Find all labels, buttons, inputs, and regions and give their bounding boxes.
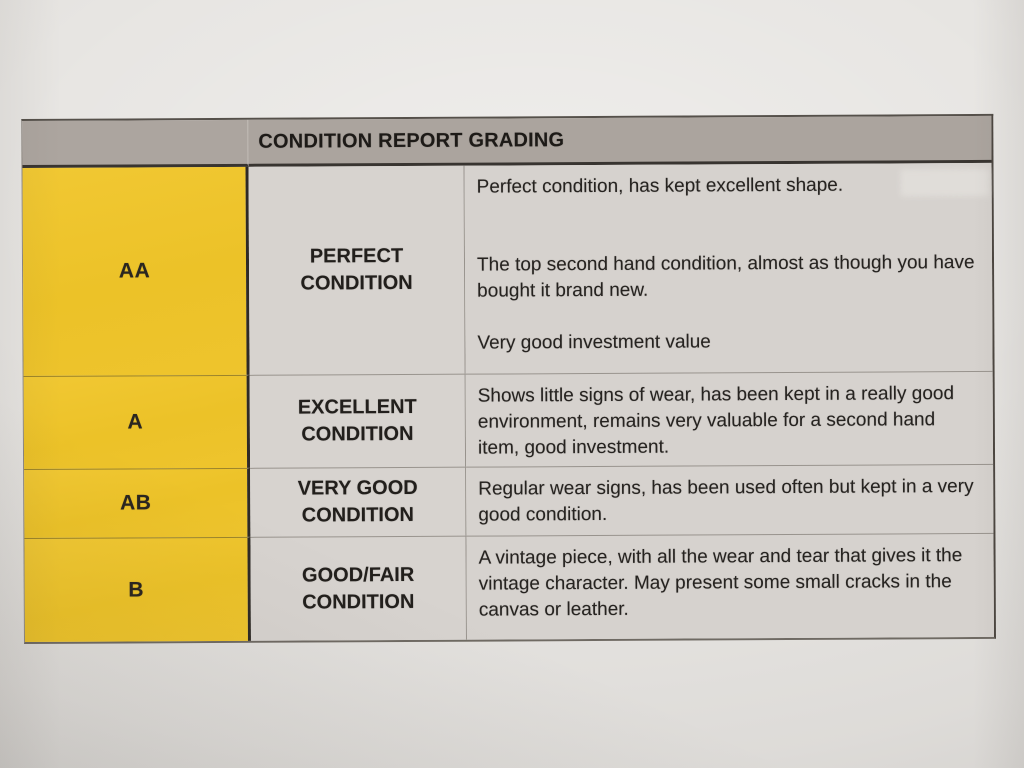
grade-cell-a: A xyxy=(23,374,251,469)
condition-name-line: CONDITION xyxy=(301,422,414,446)
description-paragraph: Shows little signs of wear, has been kep… xyxy=(477,383,955,459)
description-paragraph: Very good investment value xyxy=(477,331,711,354)
description-cell-b: A vintage piece, with all the wear and t… xyxy=(466,532,994,640)
description-paragraph: Regular wear signs, has been used often … xyxy=(478,476,974,526)
condition-cell-b: GOOD/FAIR CONDITION xyxy=(250,535,467,641)
condition-cell-a: EXCELLENT CONDITION xyxy=(249,373,467,468)
description-cell-aa: Perfect condition, has kept excellent sh… xyxy=(464,162,993,374)
description-paragraph: The top second hand condition, almost as… xyxy=(476,252,975,302)
condition-name-line: EXCELLENT xyxy=(297,395,417,419)
grade-label: AB xyxy=(120,491,152,515)
description-cell-a: Shows little signs of wear, has been kep… xyxy=(465,370,994,467)
condition-name-line: CONDITION xyxy=(301,503,414,527)
condition-name-line: GOOD/FAIR xyxy=(301,563,415,587)
grade-label: AA xyxy=(118,259,151,283)
table-title: CONDITION REPORT GRADING xyxy=(258,128,565,153)
condition-name-line: CONDITION xyxy=(302,590,415,614)
grade-label: B xyxy=(128,577,145,601)
condition-name-line: VERY GOOD xyxy=(297,476,418,500)
description-cell-ab: Regular wear signs, has been used often … xyxy=(466,463,994,536)
condition-name-line: PERFECT xyxy=(309,245,404,268)
condition-cell-aa: PERFECT CONDITION xyxy=(248,165,466,375)
grade-cell-ab: AB xyxy=(24,467,251,538)
header-blank-cell xyxy=(22,119,249,169)
table-header: CONDITION REPORT GRADING xyxy=(248,115,992,167)
condition-grading-table: CONDITION REPORT GRADING AA PERFECT COND… xyxy=(21,113,996,644)
description-paragraph: Perfect condition, has kept excellent sh… xyxy=(476,174,844,198)
grade-cell-aa: AA xyxy=(22,166,250,376)
condition-name-line: CONDITION xyxy=(300,271,413,295)
grade-label: A xyxy=(127,410,144,434)
grade-cell-b: B xyxy=(24,536,251,642)
condition-cell-ab: VERY GOOD CONDITION xyxy=(250,466,467,537)
description-paragraph: A vintage piece, with all the wear and t… xyxy=(478,545,963,621)
